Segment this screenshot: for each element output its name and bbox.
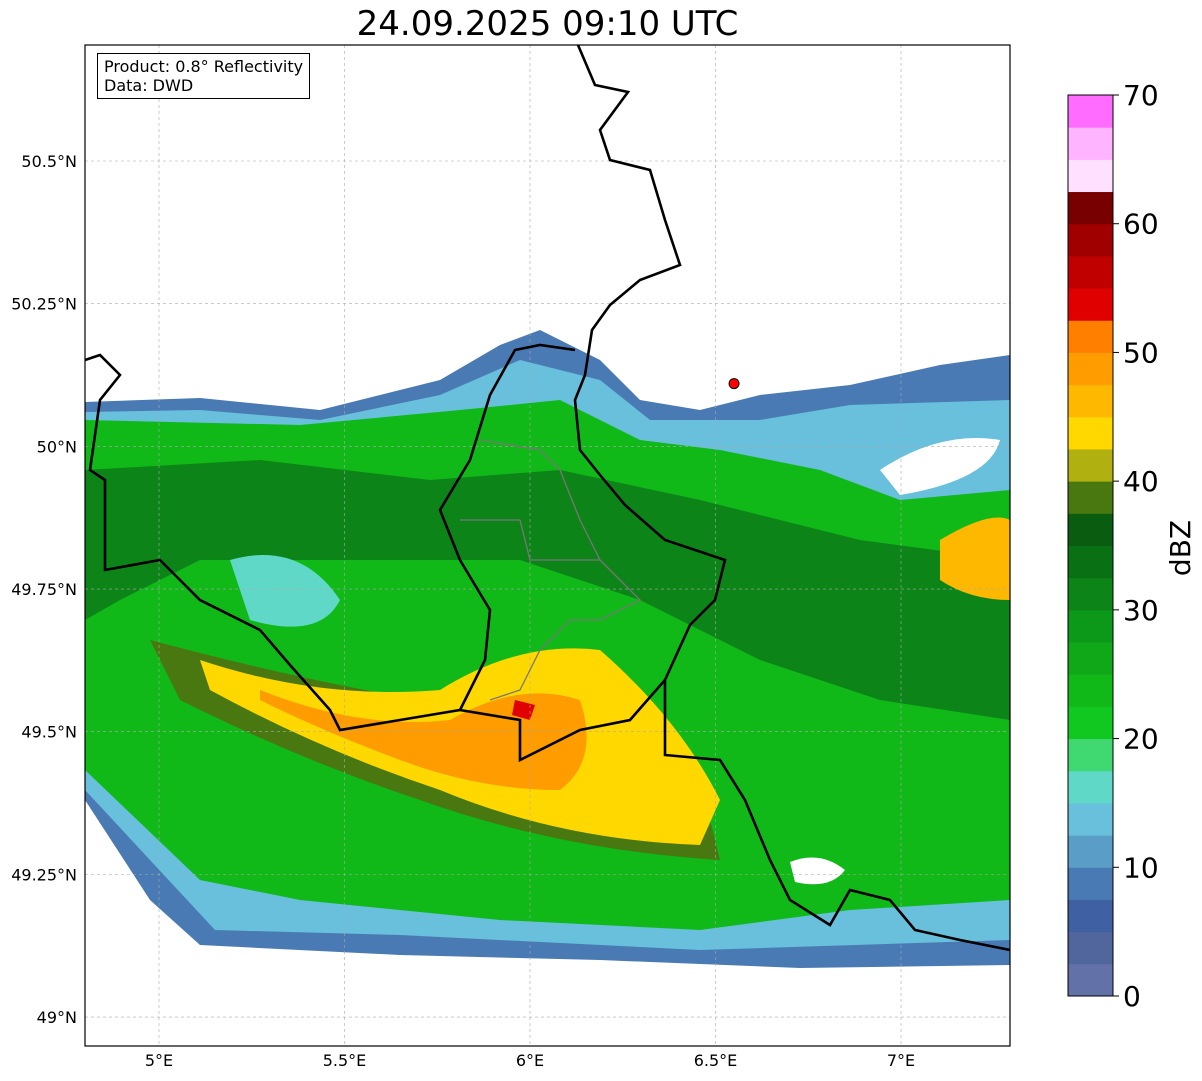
lon-tick-label: 5.5°E bbox=[323, 1051, 367, 1070]
colorbar-bin bbox=[1068, 352, 1113, 386]
radar-site-marker bbox=[728, 378, 740, 390]
echo-gap bbox=[790, 857, 845, 885]
colorbar-bin bbox=[1068, 609, 1113, 643]
colorbar-tick-label: 0 bbox=[1123, 980, 1141, 1013]
colorbar-bin bbox=[1068, 448, 1113, 482]
colorbar-tick-label: 40 bbox=[1123, 465, 1159, 498]
colorbar-bin bbox=[1068, 867, 1113, 900]
colorbar-bin bbox=[1068, 416, 1113, 450]
colorbar-bin bbox=[1068, 577, 1113, 611]
colorbar-bin bbox=[1068, 642, 1113, 675]
colorbar-bin bbox=[1068, 706, 1113, 740]
colorbar-bin bbox=[1068, 159, 1113, 193]
lon-tick-label: 6°E bbox=[516, 1051, 544, 1070]
colorbar-tick-label: 70 bbox=[1123, 79, 1159, 112]
echo-east-yellow bbox=[940, 517, 1010, 600]
border-france-belgium bbox=[85, 353, 461, 732]
country-borders bbox=[85, 45, 1010, 952]
colorbar-bin bbox=[1068, 127, 1113, 160]
colorbar-bin bbox=[1068, 223, 1113, 257]
colorbar-tick-label: 50 bbox=[1123, 336, 1159, 369]
colorbar-bin bbox=[1068, 674, 1113, 707]
axis-ticks: 5°E 5.5°E 6°E 6.5°E 7°E 50.5°N 50.25°N 50°N 49.7… bbox=[11, 152, 915, 1070]
colorbar-bin bbox=[1068, 899, 1113, 933]
echo-orange-band bbox=[260, 690, 587, 790]
colorbar-frame bbox=[1067, 94, 1114, 997]
lat-tick-label: 50°N bbox=[37, 437, 77, 456]
border-luxembourg bbox=[438, 343, 666, 763]
echo-dark-green bbox=[85, 460, 1010, 720]
colorbar-bin bbox=[1068, 320, 1113, 353]
colorbar-tick-label: 10 bbox=[1123, 851, 1159, 884]
product-label: Product: 0.8° Reflectivity bbox=[104, 57, 304, 76]
border-germany-west bbox=[573, 45, 1010, 952]
colorbar-bin bbox=[1068, 545, 1113, 579]
colorbar-bin bbox=[1068, 95, 1113, 128]
colorbar-tick-label: 20 bbox=[1123, 723, 1159, 756]
reflectivity-field bbox=[85, 330, 1010, 968]
lon-tick-label: 7°E bbox=[887, 1051, 915, 1070]
echo-red-core bbox=[512, 700, 535, 720]
lat-tick-label: 49.5°N bbox=[21, 723, 77, 742]
echo-cyan-patch bbox=[230, 555, 340, 627]
echo-gap-ne bbox=[880, 438, 1000, 495]
colorbar-label: dBZ bbox=[1164, 520, 1197, 576]
colorbar-bin bbox=[1068, 835, 1113, 868]
colorbar-bin bbox=[1068, 513, 1113, 546]
colorbar-bin bbox=[1068, 255, 1113, 289]
lon-tick-label: 6.5°E bbox=[694, 1051, 738, 1070]
colorbar-bin bbox=[1068, 963, 1113, 997]
colorbar-bin bbox=[1068, 802, 1113, 836]
colorbar-tick-label: 60 bbox=[1123, 208, 1159, 241]
lat-tick-label: 49.75°N bbox=[11, 580, 77, 599]
figure-title: 24.09.2025 09:10 UTC bbox=[356, 4, 739, 44]
gridlines bbox=[85, 45, 1010, 1046]
data-source-label: Data: DWD bbox=[104, 76, 194, 95]
colorbar: 0 10 20 30 40 50 60 70 bbox=[1067, 79, 1159, 1013]
lat-tick-label: 49.25°N bbox=[11, 865, 77, 884]
lat-tick-label: 49°N bbox=[37, 1008, 77, 1027]
lat-tick-label: 50.5°N bbox=[21, 152, 77, 171]
state-borders bbox=[460, 439, 642, 701]
product-info-box: Product: 0.8° Reflectivity Data: DWD bbox=[97, 53, 311, 99]
colorbar-bin bbox=[1068, 738, 1113, 772]
colorbar-bin bbox=[1068, 481, 1113, 514]
map-frame bbox=[84, 44, 1011, 1047]
colorbar-tick-label: 30 bbox=[1123, 594, 1159, 627]
colorbar-bin bbox=[1068, 770, 1113, 804]
colorbar-bin bbox=[1068, 191, 1113, 225]
colorbar-bin bbox=[1068, 288, 1113, 321]
lon-tick-label: 5°E bbox=[145, 1051, 173, 1070]
colorbar-bin bbox=[1068, 931, 1113, 965]
colorbar-bin bbox=[1068, 384, 1113, 418]
lat-tick-label: 50.25°N bbox=[11, 295, 77, 314]
